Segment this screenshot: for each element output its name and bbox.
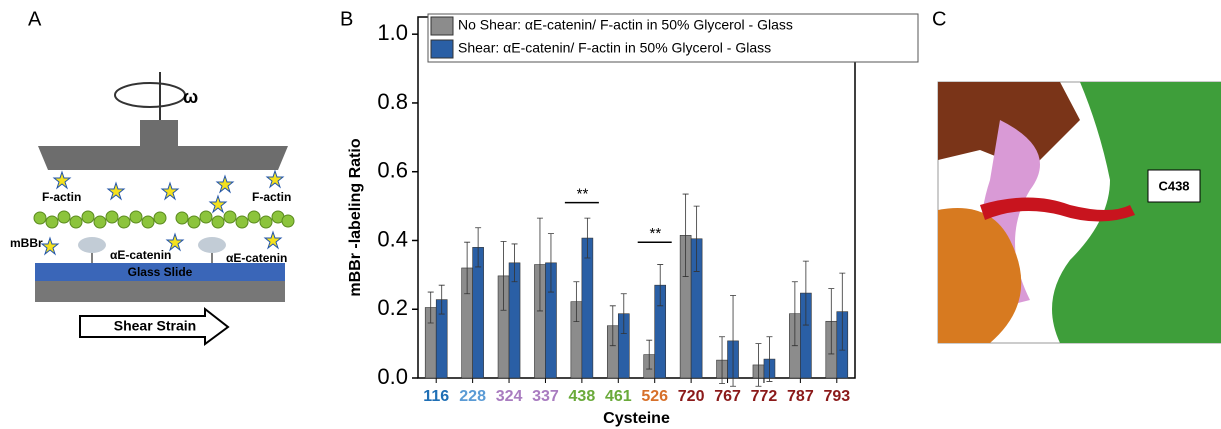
x-axis-label: Cysteine xyxy=(603,410,670,427)
catenin xyxy=(78,237,106,253)
label: Glass Slide xyxy=(128,265,193,279)
label: F-actin xyxy=(252,190,291,204)
y-tick-label: 1.0 xyxy=(377,20,408,45)
panel-label: B xyxy=(340,8,353,30)
x-tick-label: 526 xyxy=(641,388,668,405)
cone-stem xyxy=(140,120,178,146)
label: mBBr xyxy=(10,236,43,250)
bar xyxy=(582,238,593,378)
x-tick-label: 324 xyxy=(496,388,523,405)
legend-swatch xyxy=(431,17,453,35)
base xyxy=(35,281,285,302)
x-tick-label: 438 xyxy=(569,388,596,405)
x-tick-label: 772 xyxy=(751,388,778,405)
label: F-actin xyxy=(42,190,81,204)
panel-c: C C438 xyxy=(932,8,1221,343)
significance-label: ** xyxy=(576,186,589,203)
x-tick-label: 793 xyxy=(823,388,850,405)
label: αE-catenin xyxy=(110,248,171,262)
panel-label: C xyxy=(932,8,946,30)
rotation-icon xyxy=(115,83,185,107)
panel-a: A ω F-actin F-actin mBBr αE-catenin αE- xyxy=(10,8,294,344)
y-tick-label: 0.6 xyxy=(377,158,408,183)
x-tick-label: 720 xyxy=(678,388,705,405)
catenin xyxy=(198,237,226,253)
x-tick-label: 116 xyxy=(423,388,449,405)
y-tick-label: 0.2 xyxy=(377,295,408,320)
y-tick-label: 0.4 xyxy=(377,226,408,251)
panel-label: A xyxy=(28,8,42,30)
y-axis-label: mBBr -labeling Ratio xyxy=(347,138,364,296)
label: C438 xyxy=(1158,178,1189,193)
legend-label: No Shear: αE-catenin/ F-actin in 50% Gly… xyxy=(458,17,793,33)
significance-label: ** xyxy=(649,225,662,242)
label: Shear Strain xyxy=(114,318,196,334)
bar-chart: B 0.0 0.2 0.4 0.6 0.8 1.0 mBBr -labeling Ratio C… xyxy=(340,8,918,427)
legend-swatch xyxy=(431,40,453,58)
y-tick-label: 0.0 xyxy=(377,364,408,389)
x-tick-label: 787 xyxy=(787,388,814,405)
figure: A ω F-actin F-actin mBBr αE-catenin αE- xyxy=(0,0,1221,429)
x-tick-label: 461 xyxy=(605,388,632,405)
cone xyxy=(38,146,288,170)
omega: ω xyxy=(183,87,198,107)
actin-filament xyxy=(34,211,294,228)
x-tick-label: 767 xyxy=(714,388,741,405)
y-tick-label: 0.8 xyxy=(377,89,408,114)
x-tick-label: 228 xyxy=(459,388,486,405)
legend-label: Shear: αE-catenin/ F-actin in 50% Glycer… xyxy=(458,40,771,56)
x-tick-label: 337 xyxy=(532,388,559,405)
